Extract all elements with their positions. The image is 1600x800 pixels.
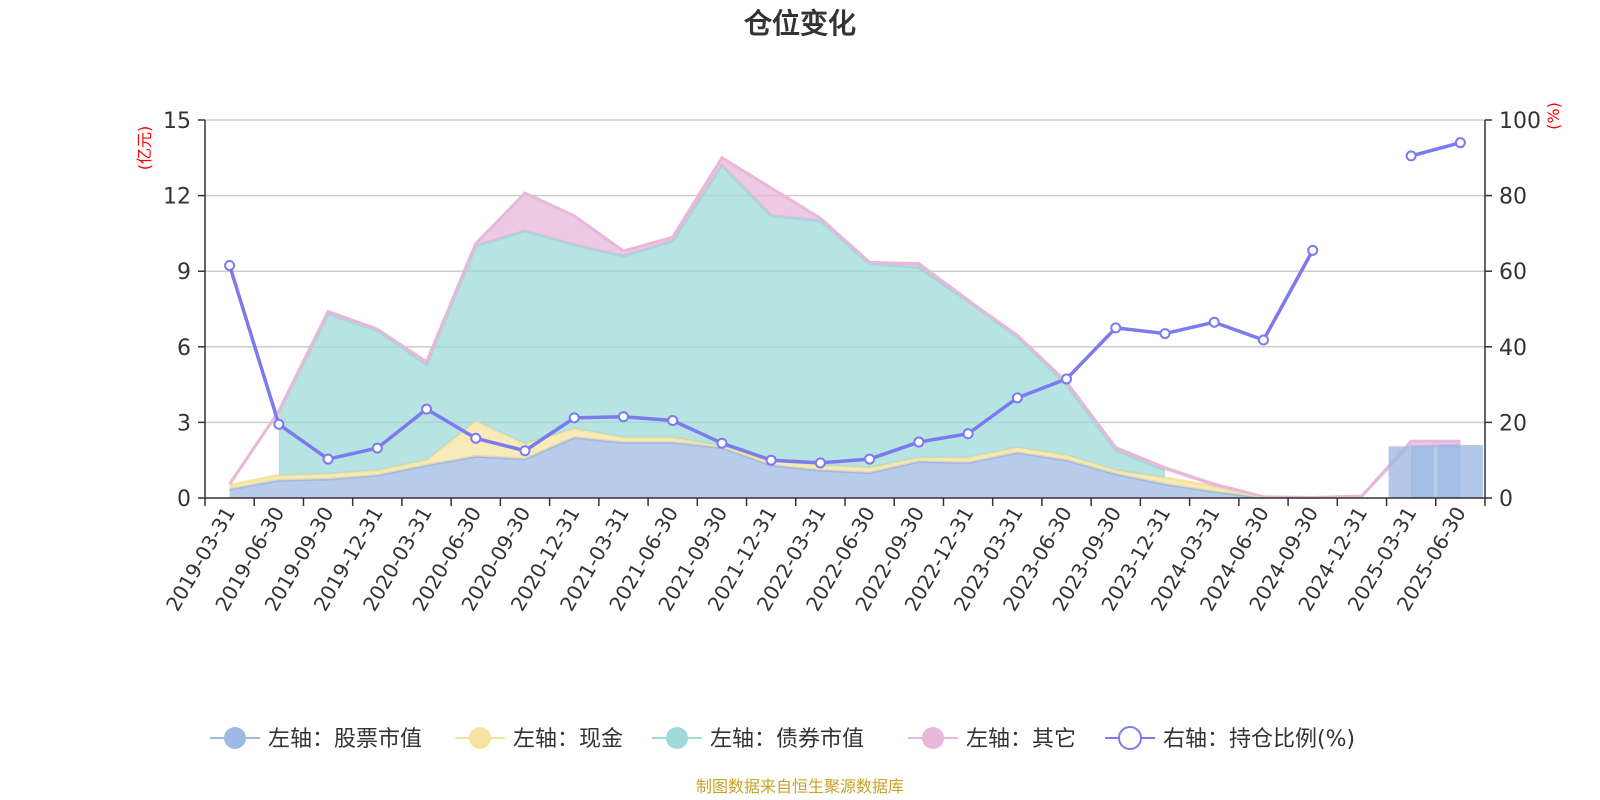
left-tick-label-0: 0 [177, 487, 191, 512]
legend-swatch-dot-1 [469, 727, 491, 749]
ratio-point-3 [371, 442, 383, 454]
legend-item-1[interactable]: 左轴：现金 [455, 727, 623, 752]
area-series-0-seg-0 [229, 437, 1264, 498]
legend-swatch-dot-2 [666, 727, 688, 749]
left-tick-label-2: 6 [177, 336, 191, 361]
right-axis-unit: (%) [1544, 102, 1563, 130]
stacked-areas [228, 155, 1483, 499]
ratio-point-0 [224, 260, 236, 272]
stock-bar-24 [1388, 446, 1434, 498]
legend-item-2[interactable]: 左轴：债券市值 [652, 727, 864, 752]
ratio-point-2 [322, 453, 334, 465]
ratio-point-4 [421, 403, 433, 415]
ratio-point-25 [1454, 137, 1466, 149]
right-tick-label-5: 100 [1499, 109, 1541, 134]
legend-label-2: 左轴：债券市值 [710, 727, 864, 752]
legend-swatch-dot-3 [922, 727, 944, 749]
legend-swatch-dot-4 [1118, 726, 1142, 750]
ratio-point-9 [667, 415, 679, 427]
ratio-point-16 [1011, 392, 1023, 404]
ratio-point-11 [765, 454, 777, 466]
ratio-point-10 [716, 437, 728, 449]
legend-item-3[interactable]: 左轴：其它 [908, 727, 1076, 752]
left-axis-unit: (亿元) [135, 126, 154, 171]
legend[interactable]: 左轴：股票市值 左轴：现金 左轴：债券市值 左轴：其它 右轴：持仓比例(%) [210, 726, 1355, 752]
ratio-point-13 [864, 453, 876, 465]
legend-label-1: 左轴：现金 [513, 727, 623, 752]
left-tick-label-3: 9 [177, 260, 191, 285]
ratio-point-15 [962, 428, 974, 440]
ratio-point-21 [1257, 334, 1269, 346]
right-tick-label-0: 0 [1499, 487, 1513, 512]
ratio-point-6 [519, 445, 531, 457]
ratio-point-24 [1405, 150, 1417, 162]
ratio-point-1 [273, 418, 285, 430]
area-series-2-seg-0 [278, 165, 1165, 478]
right-tick-label-4: 80 [1499, 185, 1527, 210]
legend-label-3: 左轴：其它 [966, 727, 1076, 752]
legend-item-0[interactable]: 左轴：股票市值 [210, 727, 422, 752]
ratio-point-5 [470, 432, 482, 444]
right-tick-label-1: 20 [1499, 411, 1527, 436]
left-tick-label-4: 12 [163, 185, 191, 210]
stock-bar-25 [1437, 445, 1483, 498]
ratio-point-17 [1061, 373, 1073, 385]
left-tick-label-1: 3 [177, 411, 191, 436]
position-ratio-line [224, 137, 1466, 469]
ratio-point-22 [1307, 244, 1319, 256]
legend-label-4: 右轴：持仓比例(%) [1163, 727, 1355, 752]
area-edge-series-3-seg-0 [228, 155, 1461, 499]
ratio-point-18 [1110, 322, 1122, 334]
right-tick-label-3: 60 [1499, 260, 1527, 285]
ratio-point-8 [617, 411, 629, 423]
data-source-note: 制图数据来自恒生聚源数据库 [696, 777, 904, 796]
ratio-point-7 [568, 412, 580, 424]
ratio-point-14 [913, 436, 925, 448]
ratio-point-19 [1159, 328, 1171, 340]
ratio-point-12 [814, 457, 826, 469]
legend-label-0: 左轴：股票市值 [268, 727, 422, 752]
right-tick-label-2: 40 [1499, 336, 1527, 361]
legend-item-4[interactable]: 右轴：持仓比例(%) [1105, 726, 1355, 752]
legend-swatch-dot-0 [224, 727, 246, 749]
ratio-point-20 [1208, 316, 1220, 328]
chart-title: 仓位变化 [744, 7, 856, 40]
left-tick-label-5: 15 [163, 109, 191, 134]
